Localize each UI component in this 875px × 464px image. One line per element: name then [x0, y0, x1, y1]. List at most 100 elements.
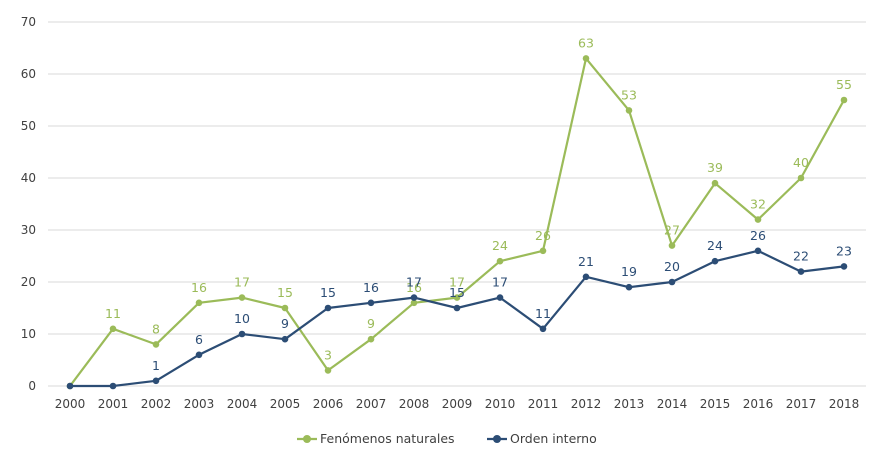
data-point	[281, 335, 289, 343]
data-label: 11	[105, 306, 121, 321]
x-tick-label: 2010	[485, 397, 516, 411]
data-point	[152, 377, 160, 385]
x-tick-label: 2005	[270, 397, 301, 411]
data-point	[195, 299, 203, 307]
y-tick-label: 30	[21, 223, 36, 237]
data-point	[324, 304, 332, 312]
data-point	[195, 351, 203, 359]
data-label: 8	[152, 321, 160, 336]
series-line-1	[70, 249, 845, 388]
data-label: 63	[578, 35, 594, 50]
data-point	[539, 247, 547, 255]
data-label: 16	[191, 280, 207, 295]
data-label: 11	[535, 306, 551, 321]
data-label: 24	[707, 238, 723, 253]
data-point	[668, 242, 676, 249]
data-point	[711, 257, 719, 265]
x-tick-label: 2003	[184, 397, 215, 411]
data-point	[496, 294, 504, 301]
y-tick-label: 50	[21, 119, 36, 133]
grid-lines	[48, 21, 866, 387]
data-point	[238, 330, 246, 338]
data-label: 55	[836, 77, 852, 92]
data-label: 21	[578, 254, 594, 269]
x-tick-label: 2002	[141, 397, 172, 411]
data-label: 27	[664, 223, 680, 238]
x-tick-label: 2012	[571, 397, 602, 411]
y-axis: 0 10 20 30 40 50 60 70	[21, 15, 36, 393]
x-tick-label: 2009	[442, 397, 473, 411]
data-label: 26	[750, 228, 766, 243]
x-tick-label: 2001	[98, 397, 129, 411]
x-tick-label: 2000	[55, 397, 86, 411]
data-point	[238, 294, 246, 301]
data-point	[668, 278, 676, 286]
data-label: 16	[406, 280, 422, 295]
data-label: 17	[406, 275, 422, 290]
data-label: 3	[324, 347, 332, 362]
data-label: 53	[621, 87, 637, 102]
series-layer	[66, 55, 848, 390]
legend: Fenómenos naturales Orden interno	[297, 431, 597, 446]
data-label: 16	[363, 280, 379, 295]
data-point	[711, 179, 719, 187]
data-label: 20	[664, 259, 680, 274]
data-label: 39	[707, 160, 723, 175]
data-label: 22	[793, 249, 809, 264]
data-point	[453, 304, 461, 312]
data-point	[539, 325, 547, 333]
y-tick-label: 0	[28, 379, 36, 393]
data-label: 1	[152, 358, 160, 373]
data-point	[625, 107, 633, 114]
data-point	[840, 263, 848, 270]
legend-label-1: Orden interno	[510, 431, 597, 446]
data-label: 19	[621, 264, 637, 279]
data-point	[410, 299, 418, 307]
data-point	[840, 96, 848, 104]
data-point	[367, 335, 375, 343]
data-point	[582, 55, 590, 62]
data-label: 26	[535, 228, 551, 243]
data-label: 17	[492, 275, 508, 290]
x-tick-label: 2007	[356, 397, 387, 411]
data-point	[367, 299, 375, 307]
data-label: 10	[234, 311, 250, 326]
data-point	[109, 382, 117, 390]
x-tick-label: 2016	[743, 397, 774, 411]
data-point	[582, 273, 590, 281]
data-label: 6	[195, 332, 203, 347]
data-point	[281, 304, 289, 312]
legend-marker-0	[303, 435, 311, 443]
legend-label-0: Fenómenos naturales	[320, 431, 455, 446]
x-tick-label: 2018	[829, 397, 860, 411]
x-tick-label: 2014	[657, 397, 688, 411]
data-point	[797, 174, 805, 182]
data-label: 32	[750, 197, 766, 212]
data-point	[410, 294, 418, 301]
x-tick-label: 2017	[786, 397, 817, 411]
x-tick-label: 2004	[227, 397, 258, 411]
data-label: 15	[320, 285, 336, 300]
x-axis: 2000 2001 2002 2003 2004 2005 2006 2007 2008 2009…	[55, 397, 860, 411]
data-label: 23	[836, 243, 852, 258]
data-label: 15	[449, 285, 465, 300]
data-point	[324, 367, 332, 374]
data-point	[109, 325, 117, 333]
data-point	[754, 247, 762, 255]
data-point	[625, 283, 633, 291]
y-tick-label: 70	[21, 15, 36, 29]
data-point	[66, 382, 74, 390]
y-tick-label: 60	[21, 67, 36, 81]
y-tick-label: 40	[21, 171, 36, 185]
data-label: 17	[449, 275, 465, 290]
data-label: 24	[492, 238, 508, 253]
x-tick-label: 2015	[700, 397, 731, 411]
data-label: 15	[277, 285, 293, 300]
y-tick-label: 20	[21, 275, 36, 289]
data-point	[453, 294, 461, 301]
data-label: 9	[281, 316, 289, 331]
data-point	[496, 257, 504, 265]
x-tick-label: 2011	[528, 397, 559, 411]
